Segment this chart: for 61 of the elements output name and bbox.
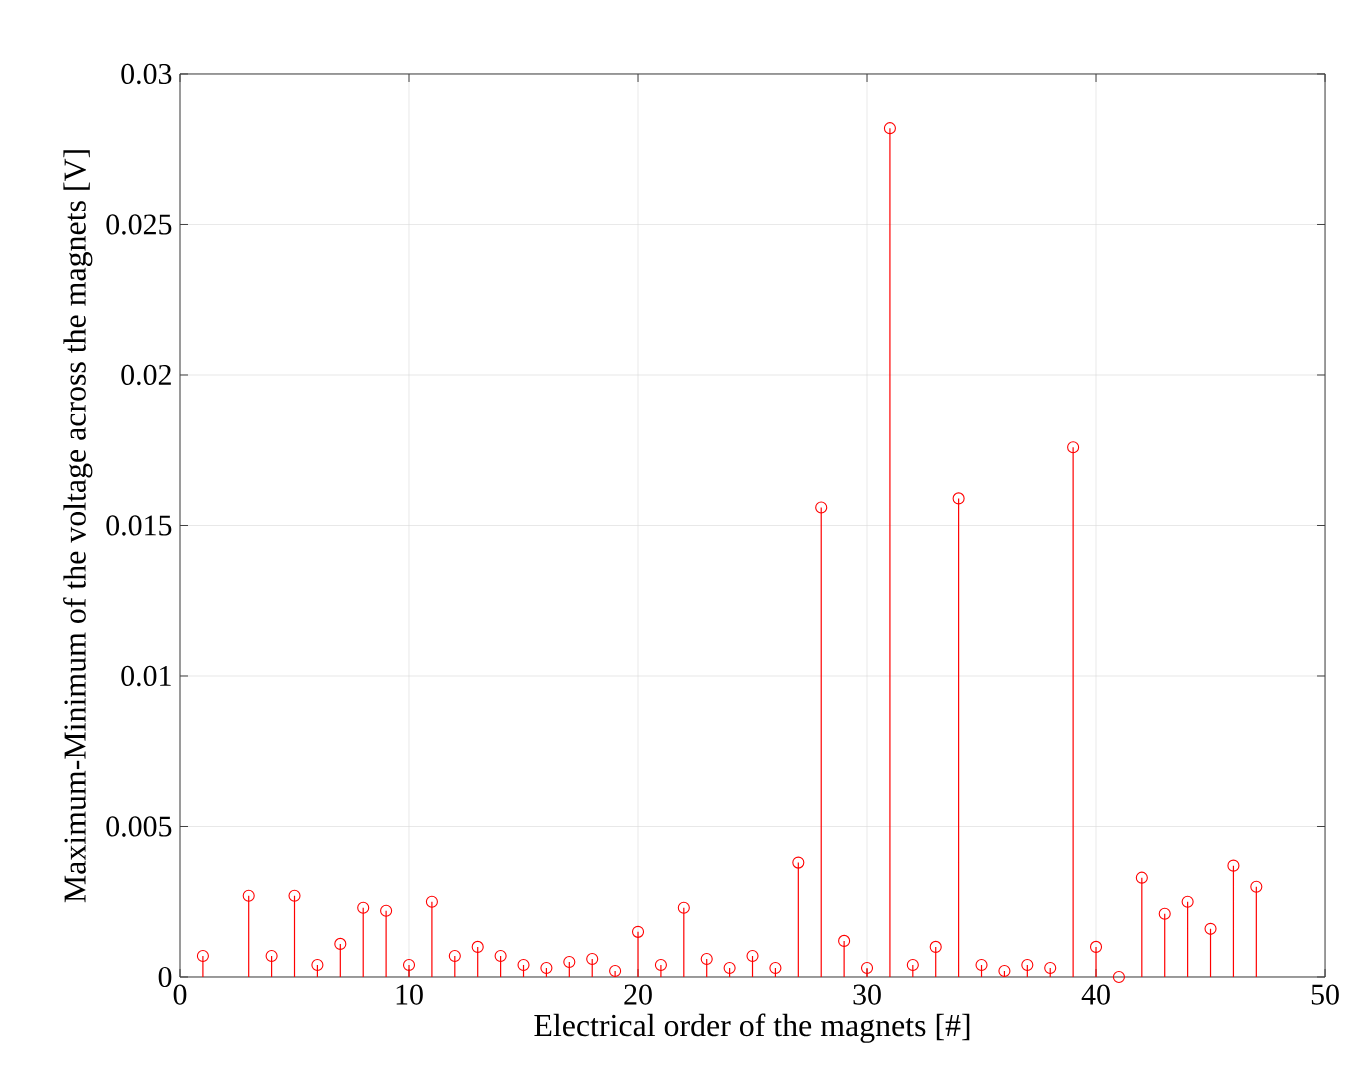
point [311,958,324,972]
point [265,949,278,962]
y-tick-label: 0.005 [106,816,172,837]
point [609,964,622,978]
point [586,952,599,965]
x-tick-label: 0 [173,984,187,1005]
y-tick-label: 0.015 [106,515,172,536]
point [402,958,416,972]
point [517,958,530,972]
x-axis-title: Electrical order of the magnets [#] [534,1013,970,1043]
y-tick-label: 0 [158,966,172,988]
point [746,949,759,962]
y-tick-label: 0.03 [121,63,172,85]
point [471,940,484,953]
point [654,958,667,972]
x-tick-label: 50 [1311,984,1339,1005]
point [1089,940,1103,953]
point [334,937,347,950]
point [380,904,393,917]
point [1021,958,1034,972]
point [1112,970,1125,984]
point [815,501,828,514]
point [952,492,965,505]
x-tick-label: 20 [624,984,652,1005]
point [288,889,301,902]
x-tick-label: 10 [396,984,423,1005]
point [357,901,370,914]
point [1067,441,1080,454]
point [196,949,209,962]
point [242,889,255,902]
y-axis-title: Maximum-Minimum of the voltage across the magnets [V] [63,150,93,903]
point [494,949,507,962]
y-tick-label: 0.025 [106,214,172,235]
point [563,955,576,968]
point [906,958,919,972]
point [929,940,942,953]
point [448,949,461,962]
point [838,934,851,947]
point [631,925,645,938]
point [792,856,805,869]
point [540,961,553,975]
point [998,964,1011,978]
point [723,961,736,975]
y-tick-label: 0.02 [121,364,171,386]
point [1044,961,1057,975]
x-tick-label: 30 [853,984,881,1005]
point [1204,922,1217,935]
y-tick-label: 0.01 [121,665,171,687]
point [425,895,438,908]
point [700,952,713,965]
point [975,958,988,972]
point [677,901,690,914]
point [1158,907,1171,920]
point [1227,859,1240,872]
point [860,961,874,975]
point [769,961,782,975]
x-tick-label: 40 [1081,984,1110,1005]
point [883,122,896,135]
point [1135,871,1148,884]
point [1250,880,1263,893]
point [1181,895,1194,908]
